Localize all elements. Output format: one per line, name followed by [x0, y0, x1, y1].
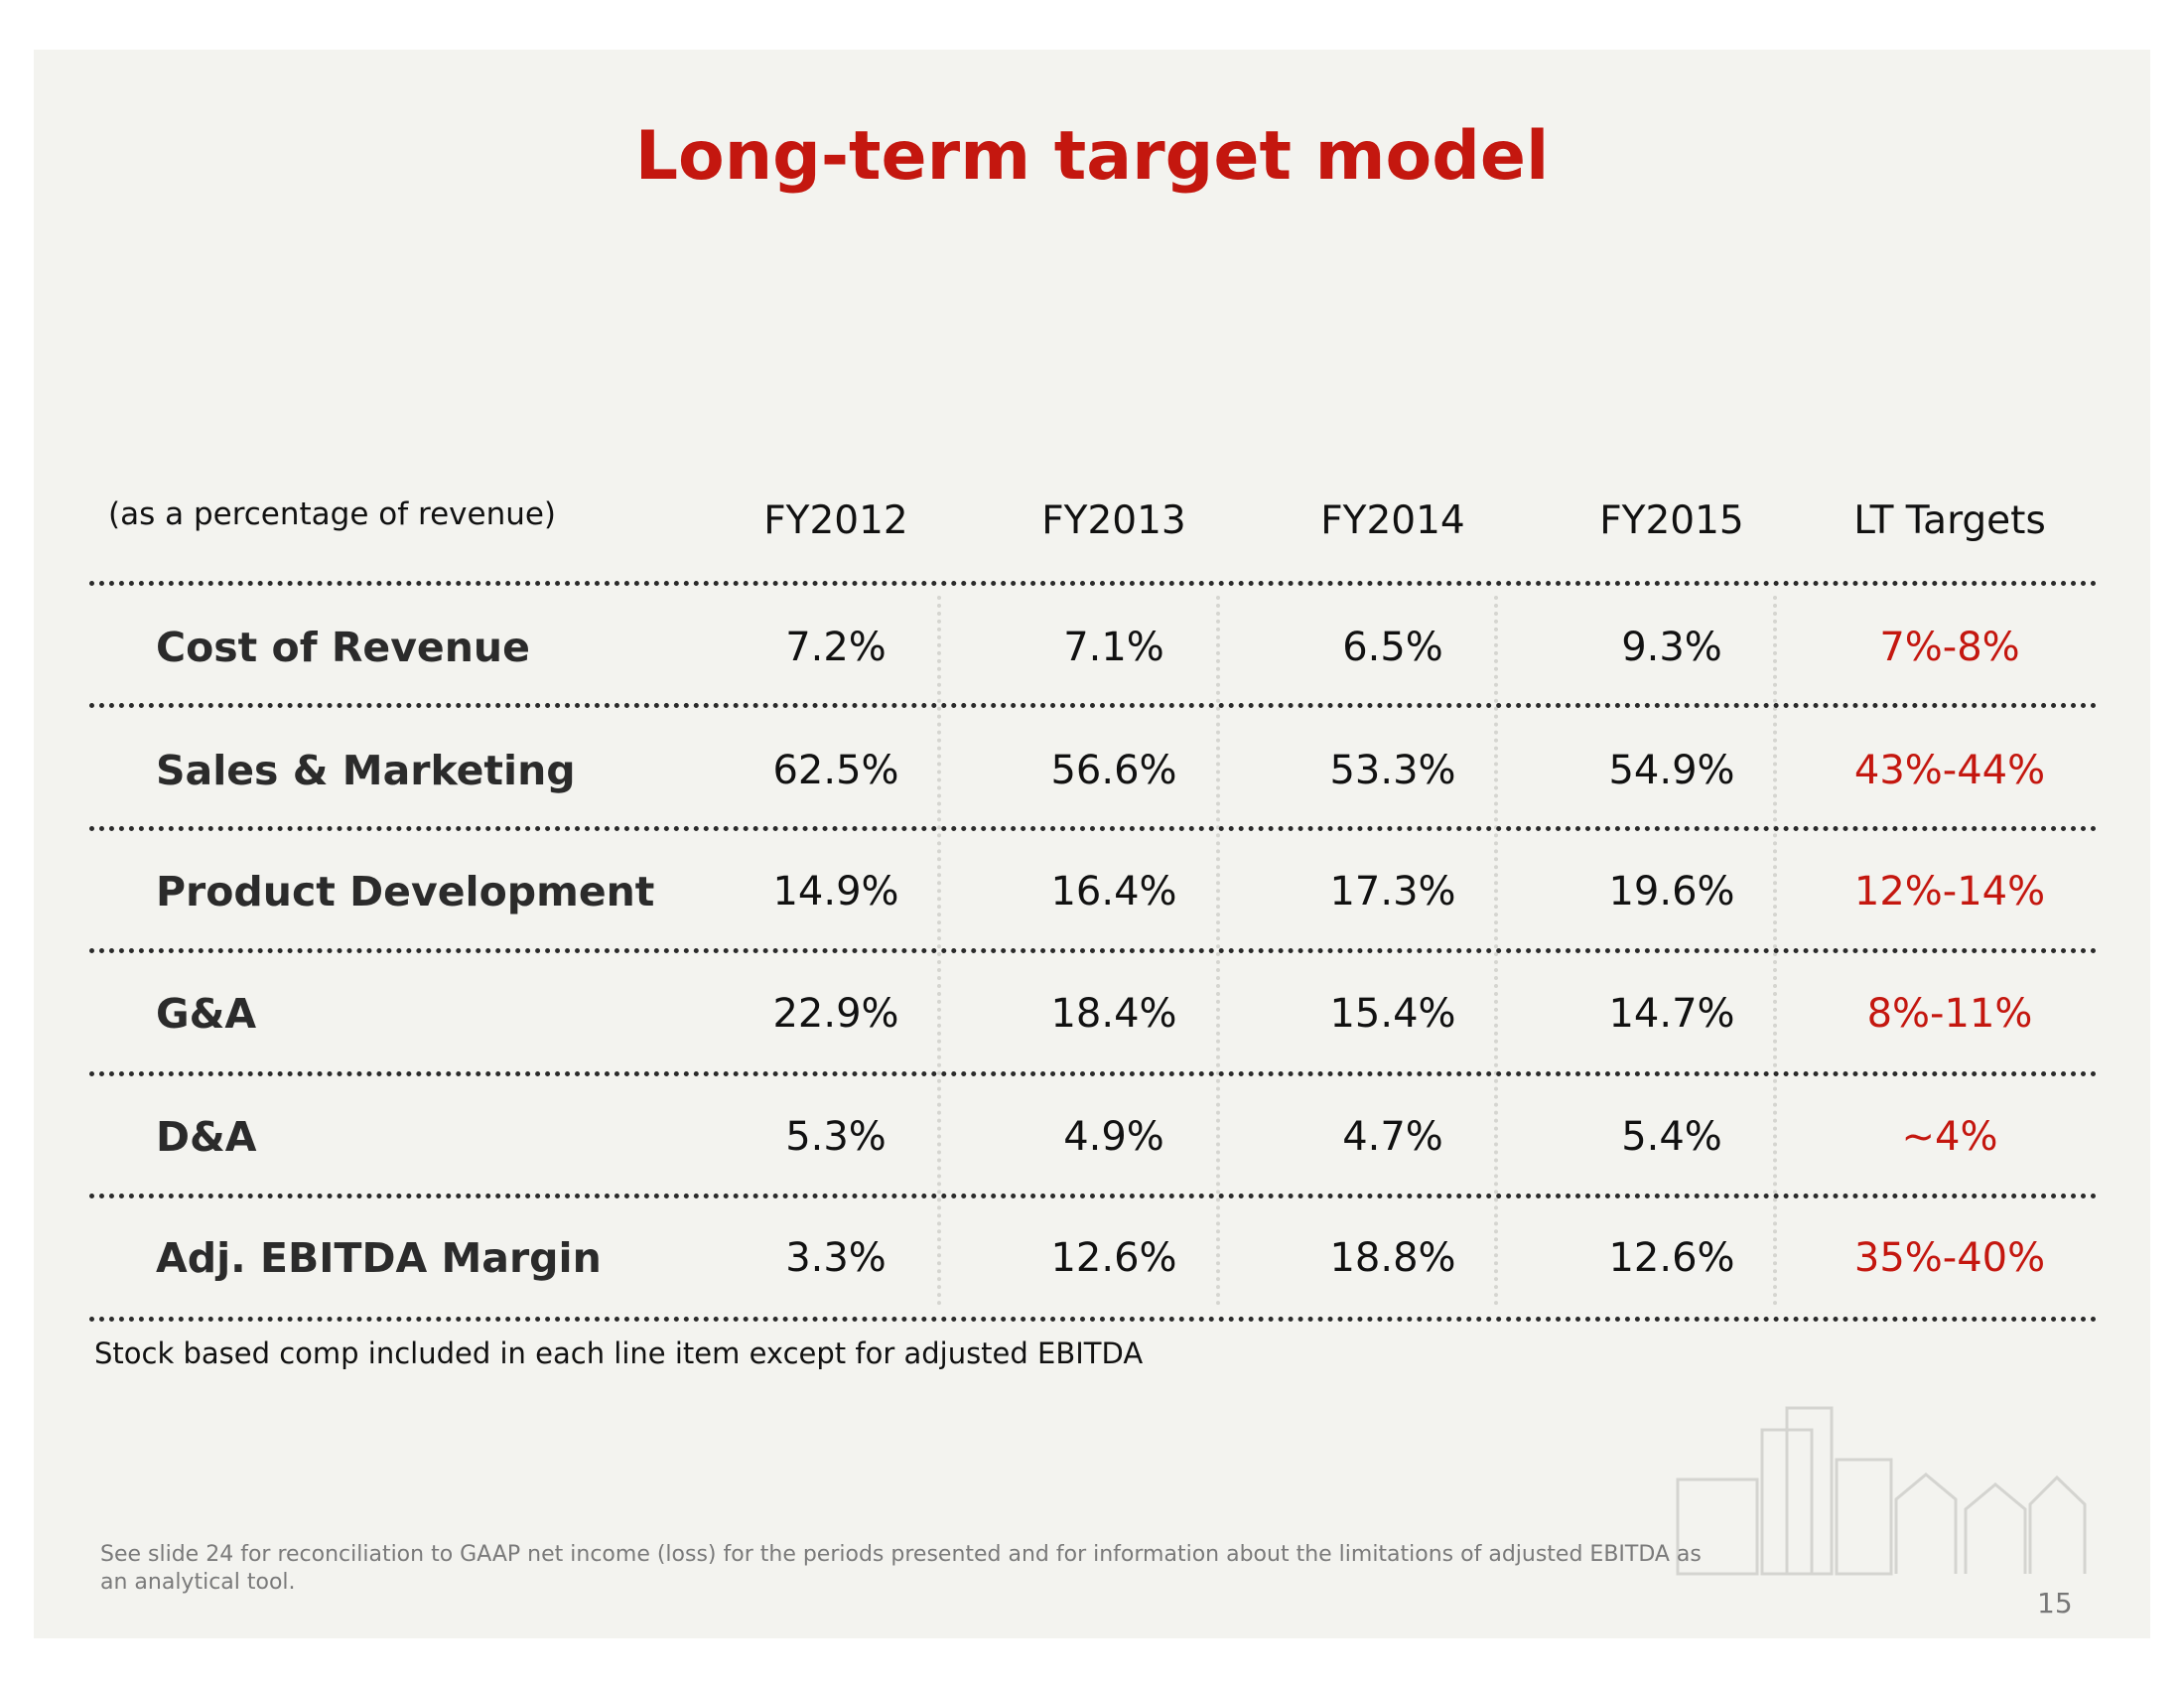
row-label: Adj. EBITDA Margin: [156, 1234, 602, 1282]
target-cell: 7%-8%: [1879, 625, 2020, 670]
value-cell: 54.9%: [1608, 748, 1735, 793]
value-cell: 62.5%: [772, 748, 899, 793]
value-cell: 6.5%: [1342, 625, 1443, 670]
value-cell: 7.1%: [1063, 625, 1164, 670]
value-cell: 16.4%: [1050, 869, 1177, 914]
title: Long-term target model: [634, 117, 1550, 196]
value-cell: 9.3%: [1621, 625, 1722, 670]
value-cell: 12.6%: [1050, 1235, 1177, 1281]
column-header: FY2012: [763, 498, 908, 543]
value-cell: 15.4%: [1329, 991, 1456, 1037]
target-cell: 43%-44%: [1853, 748, 2046, 793]
value-cell: 5.3%: [785, 1114, 887, 1160]
target-cell: ~4%: [1901, 1114, 1998, 1160]
row-divider: [89, 948, 2098, 953]
row-divider: [89, 1317, 2098, 1322]
target-cell: 12%-14%: [1853, 869, 2046, 914]
row-divider: [89, 826, 2098, 831]
table-caption: (as a percentage of revenue): [108, 496, 557, 532]
value-cell: 53.3%: [1329, 748, 1456, 793]
table-note: Stock based comp included in each line i…: [94, 1336, 1144, 1370]
value-cell: 14.9%: [772, 869, 899, 914]
slide: [34, 50, 2150, 1638]
value-cell: 7.2%: [785, 625, 887, 670]
value-cell: 14.7%: [1608, 991, 1735, 1037]
city-illustration: [1676, 1406, 2087, 1576]
row-label: G&A: [156, 990, 257, 1038]
row-divider: [89, 1071, 2098, 1076]
value-cell: 18.8%: [1329, 1235, 1456, 1281]
column-header: FY2013: [1041, 498, 1186, 543]
column-header: LT Targets: [1853, 498, 2046, 543]
value-cell: 5.4%: [1621, 1114, 1722, 1160]
row-label: D&A: [156, 1113, 257, 1161]
row-divider: [89, 581, 2098, 586]
row-divider: [89, 1194, 2098, 1198]
row-label: Cost of Revenue: [156, 624, 530, 671]
disclaimer: See slide 24 for reconciliation to GAAP …: [100, 1542, 1702, 1595]
value-cell: 56.6%: [1050, 748, 1177, 793]
target-cell: 8%-11%: [1866, 991, 2033, 1037]
row-label: Sales & Marketing: [156, 747, 576, 794]
value-cell: 18.4%: [1050, 991, 1177, 1037]
target-cell: 35%-40%: [1853, 1235, 2046, 1281]
column-header: FY2015: [1599, 498, 1744, 543]
row-divider: [89, 703, 2098, 708]
value-cell: 19.6%: [1608, 869, 1735, 914]
value-cell: 4.7%: [1342, 1114, 1443, 1160]
value-cell: 22.9%: [772, 991, 899, 1037]
value-cell: 4.9%: [1063, 1114, 1164, 1160]
page-number: 15: [2037, 1587, 2073, 1619]
row-label: Product Development: [156, 868, 655, 915]
value-cell: 17.3%: [1329, 869, 1456, 914]
column-header: FY2014: [1320, 498, 1465, 543]
value-cell: 3.3%: [785, 1235, 887, 1281]
value-cell: 12.6%: [1608, 1235, 1735, 1281]
